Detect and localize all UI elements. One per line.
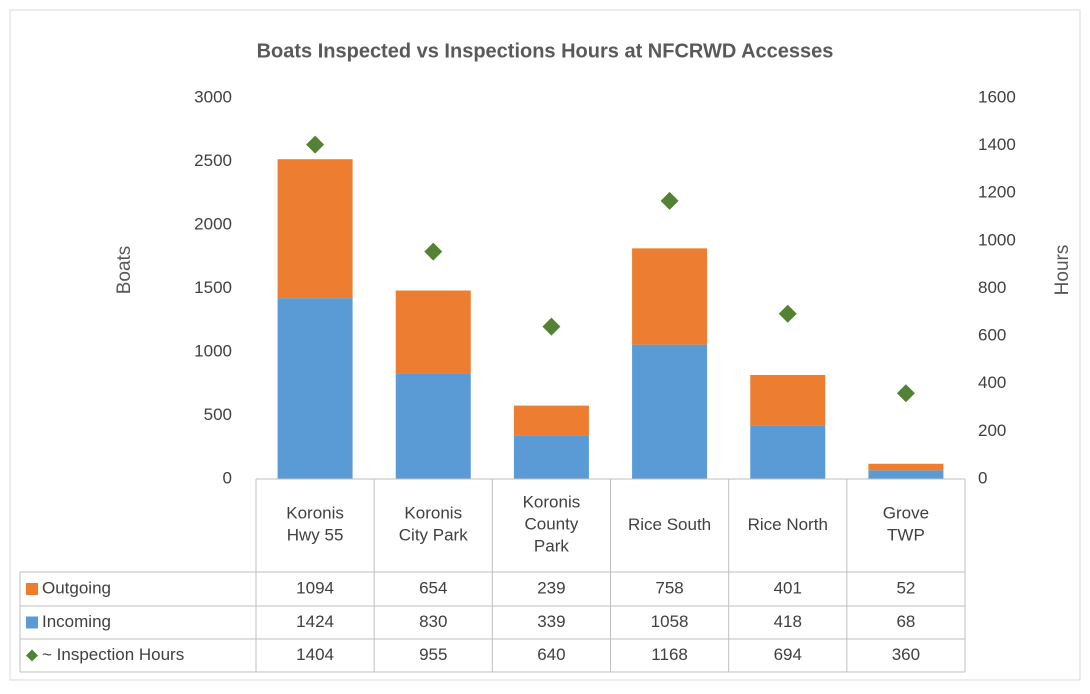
x-tick-label: Rice South (628, 515, 711, 534)
marker (542, 317, 561, 336)
bar (750, 425, 826, 479)
legend-label: ~ Inspection Hours (42, 645, 184, 664)
y2-tick-label: 1400 (978, 135, 1016, 154)
marker (896, 384, 915, 403)
marker (424, 242, 443, 261)
y-axis-label: Boats (114, 246, 135, 295)
bar (513, 405, 589, 436)
table-cell: 360 (892, 645, 920, 664)
table-cell: 830 (419, 612, 447, 631)
y-tick-label: 1000 (194, 341, 232, 360)
table-cell: 640 (537, 645, 565, 664)
y2-tick-label: 800 (978, 278, 1006, 297)
x-tick-label: Koronis Hwy 55 (286, 504, 344, 545)
table-cell: 418 (774, 612, 802, 631)
y2-tick-label: 200 (978, 421, 1006, 440)
table-cell: 955 (419, 645, 447, 664)
y2-tick-label: 400 (978, 373, 1006, 392)
legend-key (26, 649, 38, 662)
bar (868, 463, 944, 471)
y2-tick-label: 600 (978, 326, 1006, 345)
chart-title: Boats Inspected vs Inspections Hours at … (257, 40, 834, 62)
x-tick-label: Koronis City Park (399, 504, 468, 545)
legend-key (26, 583, 38, 595)
chart-frame (9, 9, 1081, 681)
marker (778, 304, 797, 323)
y2-tick-label: 1000 (978, 230, 1016, 249)
table-cell: 1094 (296, 578, 334, 597)
y-tick-label: 500 (204, 405, 232, 424)
marker (660, 191, 679, 210)
bar (395, 373, 471, 479)
table-cell: 1424 (296, 612, 334, 631)
x-tick-label: Grove TWP (883, 504, 929, 545)
y2-tick-label: 0 (978, 468, 987, 487)
y-tick-label: 2000 (194, 214, 232, 233)
legend-key (26, 616, 38, 629)
x-tick-label: Rice North (748, 515, 828, 534)
table-cell: 52 (896, 578, 915, 597)
bar (277, 159, 353, 299)
bar (513, 435, 589, 479)
bar (395, 290, 471, 374)
bar (632, 344, 708, 479)
y-tick-label: 3000 (194, 87, 232, 106)
table-cell: 68 (896, 612, 915, 631)
table-cell: 654 (419, 578, 447, 597)
bar (750, 374, 826, 426)
y2-tick-label: 1600 (978, 87, 1016, 106)
y2-tick-label: 1200 (978, 183, 1016, 202)
table-cell: 1404 (296, 645, 334, 664)
table-cell: 1058 (651, 612, 689, 631)
legend-label: Outgoing (42, 578, 111, 597)
legend-label: Incoming (42, 612, 111, 631)
y-tick-label: 2500 (194, 151, 232, 170)
marker (306, 135, 325, 154)
table-cell: 239 (537, 578, 565, 597)
x-tick-label: Koronis County Park (523, 493, 581, 556)
y-tick-label: 1500 (194, 278, 232, 297)
table-cell: 694 (774, 645, 802, 664)
table-cell: 339 (537, 612, 565, 631)
bar (632, 248, 708, 345)
table-cell: 758 (655, 578, 683, 597)
y2-axis-label: Hours (1052, 245, 1073, 296)
bar (868, 470, 944, 479)
y-tick-label: 0 (223, 468, 232, 487)
table-cell: 1168 (651, 645, 688, 664)
table-cell: 401 (774, 578, 802, 597)
bar (277, 298, 353, 479)
